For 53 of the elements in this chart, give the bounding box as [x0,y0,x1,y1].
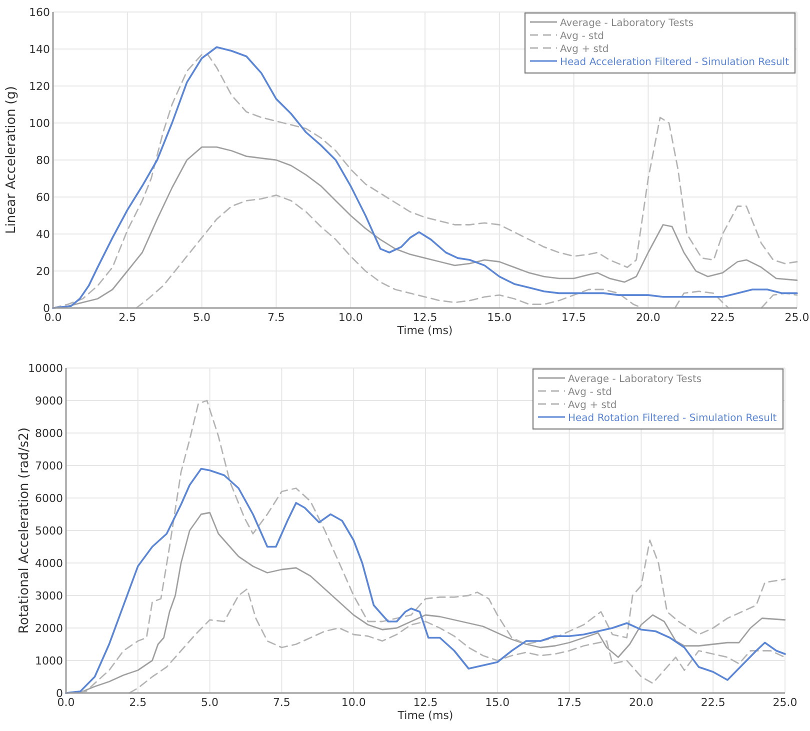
y-axis-title: Linear Acceleration (g) [4,86,19,234]
y-tick-label: 10000 [28,362,63,375]
x-axis-title: Time (ms) [396,324,453,337]
y-tick-label: 6000 [35,492,63,505]
legend-label: Average - Laboratory Tests [568,374,702,385]
x-tick-label: 7.5 [267,311,285,324]
x-tick-label: 22.5 [710,311,735,324]
y-tick-label: 140 [29,43,50,56]
x-tick-label: 5.0 [193,311,211,324]
legend-label: Head Acceleration Filtered - Simulation Result [560,57,790,68]
x-tick-label: 12.5 [412,311,438,324]
y-tick-label: 40 [36,228,50,241]
x-tick-label: 20.0 [636,311,660,324]
y-axis-title: Rotational Acceleration (rad/s2) [17,427,32,634]
x-tick-label: 25.0 [772,696,798,709]
line-series [128,588,786,694]
legend-label: Avg + std [568,400,617,411]
y-tick-label: 160 [29,6,50,19]
x-tick-label: 0.0 [57,696,75,709]
y-tick-label: 3000 [35,590,63,602]
x-tick-label: 7.5 [272,696,290,709]
x-tick-label: 0.0 [44,311,62,324]
y-tick-label: 4000 [35,557,63,570]
legend-label: Avg - std [560,31,604,42]
x-tick-label: 17.5 [557,696,582,709]
x-tick-label: 12.5 [413,696,438,709]
y-tick-label: 5000 [35,524,63,538]
x-tick-label: 20.0 [628,696,654,709]
y-tick-label: 2000 [35,622,63,635]
y-tick-label: 100 [29,117,50,130]
y-tick-label: 20 [36,265,50,278]
x-tick-label: 25.0 [784,311,810,324]
y-tick-label: 80 [36,154,50,167]
x-axis-title: Time (ms) [396,709,454,722]
x-tick-label: 10.0 [338,311,363,324]
x-tick-label: 15.0 [487,311,512,324]
x-tick-label: 10.0 [341,696,366,709]
x-tick-label: 15.0 [485,696,510,709]
y-tick-label: 120 [29,80,50,93]
y-tick-label: 9000 [35,394,63,408]
y-tick-label: 60 [36,191,50,204]
y-tick-label: 1000 [35,654,63,668]
x-tick-label: 17.5 [562,311,586,324]
legend-label: Head Rotation Filtered - Simulation Result [568,413,777,424]
x-tick-label: 22.5 [700,696,726,709]
legend-label: Avg + std [560,44,609,55]
legend-label: Avg - std [568,387,612,398]
x-tick-label: 2.5 [129,696,147,709]
y-tick-label: 7000 [35,460,63,472]
x-tick-label: 2.5 [118,311,136,324]
x-tick-label: 5.0 [201,696,219,709]
legend-label: Average - Laboratory Tests [560,18,694,29]
y-tick-label: 8000 [35,427,63,440]
